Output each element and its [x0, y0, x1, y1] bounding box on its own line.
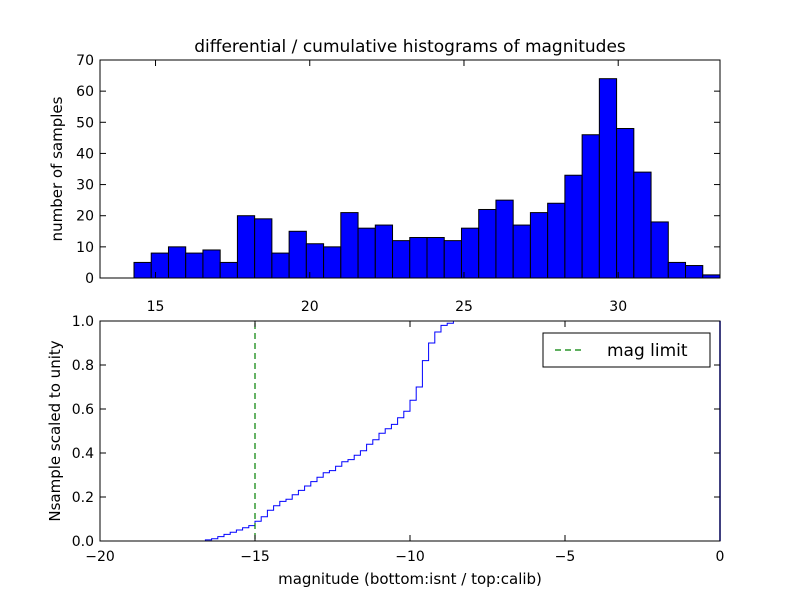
bottom-ytick-label: 0.2 [72, 490, 94, 506]
histogram-bar [167, 246, 187, 279]
bottom-xtick-label: −10 [395, 549, 425, 565]
histogram-bar [495, 199, 514, 279]
bottom-xtick-label: −15 [240, 549, 270, 565]
top-xtick-label: 15 [147, 299, 165, 315]
histogram-bar [564, 174, 583, 279]
histogram-bar [616, 128, 635, 279]
bottom-ytick-label: 0.6 [72, 402, 94, 418]
top-xtick-label: 25 [455, 299, 473, 315]
histogram-bar [667, 261, 687, 279]
histogram-bar [271, 252, 290, 279]
top-ytick-label: 60 [76, 84, 94, 100]
top-ytick-label: 10 [76, 240, 94, 256]
histogram-bar [633, 171, 652, 279]
bottom-chart-xlabel: magnitude (bottom:isnt / top:calib) [278, 570, 542, 588]
histogram-bar [305, 243, 325, 279]
histogram-bar [374, 224, 394, 279]
legend-label: mag limit [607, 341, 688, 361]
bottom-ytick-label: 0.8 [72, 358, 94, 374]
histogram-bar [409, 237, 428, 279]
histogram-bar [650, 221, 669, 279]
histogram-bar [460, 227, 480, 279]
histogram-bar [512, 224, 531, 279]
top-ytick-label: 0 [85, 271, 94, 287]
histogram-bar [185, 252, 204, 279]
bottom-chart-ylabel: Nsample scaled to unity [46, 340, 64, 521]
bottom-ytick-label: 1.0 [72, 314, 94, 330]
histogram-bar [219, 261, 238, 279]
histogram-bar [202, 249, 221, 279]
top-chart-title: differential / cumulative histograms of … [194, 37, 626, 57]
top-ytick-label: 50 [76, 115, 94, 131]
top-xtick-label: 30 [609, 299, 627, 315]
histogram-bar [443, 240, 462, 279]
bottom-xtick-label: −20 [85, 549, 115, 565]
bottom-ticks-group: 0.0 0.2 0.4 0.6 0.8 1.0 −20 −15 −10 −5 0 [72, 314, 725, 565]
histogram-bar [133, 261, 152, 279]
histogram-bar [598, 78, 618, 279]
histogram-bar [426, 237, 445, 279]
histogram-bar [581, 134, 600, 279]
histogram-bar [392, 240, 411, 279]
histogram-bar [340, 212, 359, 279]
histogram-bar [236, 215, 256, 279]
top-ytick-label: 70 [76, 53, 94, 69]
top-xtick-label: 20 [301, 299, 319, 315]
histogram-bar [357, 227, 376, 279]
histogram-bar [529, 212, 549, 279]
bottom-ytick-label: 0.4 [72, 446, 94, 462]
top-ytick-label: 40 [76, 146, 94, 162]
bottom-xtick-label: 0 [716, 549, 725, 565]
bottom-ytick-label: 0.0 [72, 534, 94, 550]
top-ticks-group: 0 10 20 30 40 50 60 70 15 20 25 30 [76, 53, 720, 315]
histogram-bar [150, 252, 169, 279]
histogram-bar [478, 208, 497, 279]
histogram-bar [685, 265, 704, 279]
histogram-bar [288, 230, 307, 279]
top-chart-frame [99, 59, 721, 279]
cumulative-step-line [100, 320, 720, 542]
top-ytick-label: 20 [76, 209, 94, 225]
top-ytick-label: 30 [76, 178, 94, 194]
histogram-bar [254, 218, 273, 279]
histogram-bar [547, 202, 566, 279]
bottom-chart-frame [99, 320, 721, 542]
bottom-xtick-label: −5 [555, 549, 576, 565]
top-bars-group [133, 78, 721, 279]
legend: mag limit [542, 332, 711, 368]
histogram-bar [323, 246, 342, 279]
top-chart-ylabel: number of samples [48, 96, 66, 241]
